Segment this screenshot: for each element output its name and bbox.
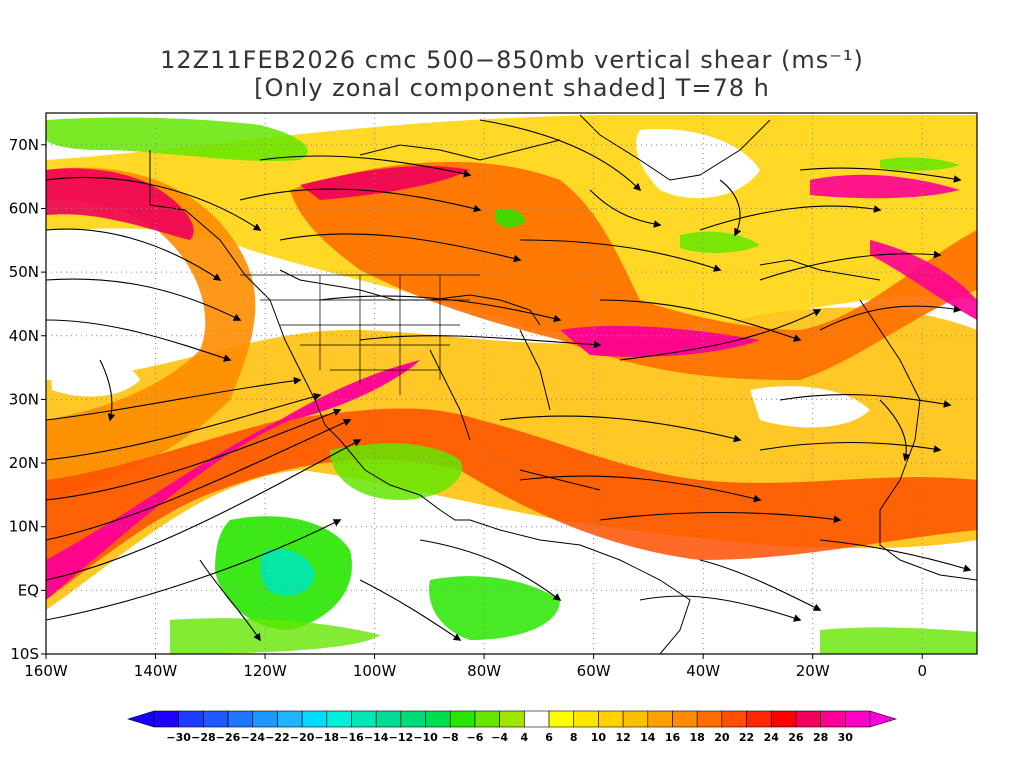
colorbar-swatch	[573, 710, 599, 728]
lat-tick-label: 40N	[9, 327, 39, 345]
colorbar-tick-label: 28	[813, 731, 828, 744]
colorbar-swatch	[474, 710, 500, 728]
lon-tick-label: 140W	[134, 662, 178, 680]
shear-shading	[46, 115, 977, 654]
colorbar-tick-label: 20	[714, 731, 730, 744]
colorbar-tick-label: 10	[591, 731, 607, 744]
lat-tick-label: 30N	[9, 390, 39, 408]
lat-tick-label: 70N	[9, 136, 39, 154]
colorbar	[126, 710, 898, 728]
colorbar-swatch	[449, 710, 476, 728]
colorbar-tick-label: −12	[389, 731, 414, 744]
colorbar-swatch	[153, 710, 179, 728]
colorbar-tick-label: 6	[545, 731, 553, 744]
lat-tick-label: 50N	[9, 263, 39, 281]
colorbar-swatch	[622, 710, 649, 728]
colorbar-swatch	[820, 710, 846, 728]
colorbar-swatch	[548, 710, 575, 728]
map-plot-area	[46, 113, 977, 654]
colorbar-swatch	[277, 710, 303, 728]
colorbar-swatch	[721, 710, 747, 728]
colorbar-swatch	[647, 710, 673, 728]
colorbar-swatch	[598, 710, 624, 728]
colorbar-swatch	[252, 710, 278, 728]
colorbar-tick-label: −22	[265, 731, 290, 744]
colorbar-tick-label: 24	[764, 731, 780, 744]
lon-tick-label: 120W	[243, 662, 287, 680]
lat-tick-label: 60N	[9, 199, 39, 217]
lat-tick-label: 10N	[9, 518, 39, 536]
lat-tick-label: 10S	[10, 645, 39, 663]
lon-tick-label: 80W	[467, 662, 501, 680]
lon-tick-label: 160W	[24, 662, 68, 680]
colorbar-tick-label: −28	[191, 731, 216, 744]
colorbar-tick-label: −20	[290, 731, 315, 744]
colorbar-tick-label: −8	[442, 731, 459, 744]
colorbar-swatch	[400, 710, 426, 728]
colorbar-tick-label: 12	[615, 731, 630, 744]
colorbar-swatch	[770, 710, 797, 728]
colorbar-swatch	[203, 710, 229, 728]
colorbar-tick-label: −16	[339, 731, 364, 744]
colorbar-swatch	[425, 710, 451, 728]
lat-tick-label: EQ	[18, 581, 39, 599]
colorbar-swatch	[375, 710, 402, 728]
colorbar-tick-label: −18	[315, 731, 340, 744]
streamlines	[46, 119, 972, 642]
colorbar-tick-label: 4	[521, 731, 529, 744]
lon-tick-label: 60W	[577, 662, 611, 680]
lon-tick-label: 20W	[796, 662, 830, 680]
colorbar-tick-label: 22	[739, 731, 754, 744]
colorbar-under-arrow	[126, 710, 155, 728]
colorbar-swatch	[795, 710, 821, 728]
colorbar-tick-label: 8	[570, 731, 578, 744]
colorbar-swatch	[499, 710, 525, 728]
colorbar-tick-label: 14	[640, 731, 656, 744]
longitude-labels: 160W 140W 120W 100W 80W 60W 40W 20W 0	[24, 654, 927, 680]
colorbar-tick-label: −14	[364, 731, 389, 744]
colorbar-swatch	[178, 710, 204, 728]
lon-tick-label: 0	[917, 662, 927, 680]
colorbar-swatch	[524, 710, 550, 728]
colorbar-over-arrow	[869, 710, 898, 728]
colorbar-tick-label: 26	[788, 731, 804, 744]
lat-tick-label: 20N	[9, 454, 39, 472]
political-boundaries	[240, 274, 480, 395]
colorbar-swatch	[696, 710, 723, 728]
map-frame	[45, 112, 978, 655]
colorbar-swatch	[326, 710, 352, 728]
lon-tick-label: 40W	[686, 662, 720, 680]
colorbar-tick-label: −30	[166, 731, 191, 744]
colorbar-tick-label: −4	[491, 731, 508, 744]
lon-tick-label: 100W	[353, 662, 397, 680]
map-title-line-1: 12Z11FEB2026 cmc 500−850mb vertical shea…	[160, 46, 864, 74]
colorbar-labels: −30 −28 −26 −24 −22 −20 −18 −16 −14 −12 −10 −8 −6 −4 4…	[166, 731, 853, 744]
colorbar-swatch	[227, 710, 254, 728]
grid-lines	[46, 113, 977, 654]
colorbar-tick-label: 18	[690, 731, 705, 744]
colorbar-swatch	[746, 710, 772, 728]
map-title-line-2: [Only zonal component shaded] T=78 h	[254, 74, 770, 102]
colorbar-swatch	[301, 710, 328, 728]
colorbar-tick-label: −6	[467, 731, 484, 744]
latitude-labels: 70N 60N 50N 40N 30N 20N 10N EQ 10S	[9, 136, 46, 663]
colorbar-tick-label: 30	[838, 731, 854, 744]
colorbar-swatch	[845, 710, 871, 728]
colorbar-tick-label: 16	[665, 731, 681, 744]
colorbar-swatch	[672, 710, 698, 728]
colorbar-tick-label: −24	[240, 731, 265, 744]
colorbar-tick-label: −26	[216, 731, 241, 744]
colorbar-swatch	[351, 710, 377, 728]
colorbar-tick-label: −10	[413, 731, 438, 744]
